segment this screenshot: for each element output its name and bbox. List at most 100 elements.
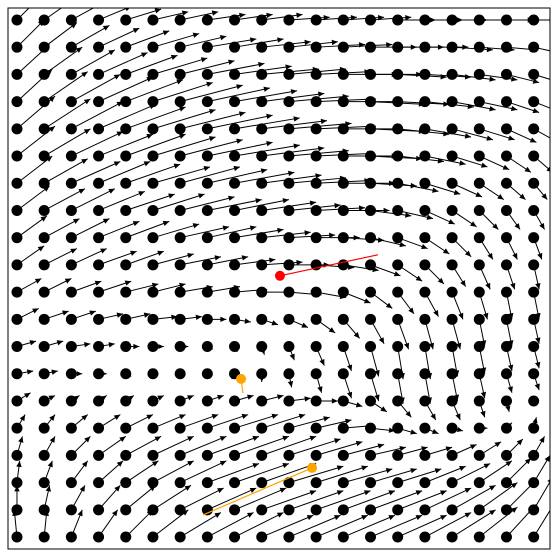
arrow-shaft <box>397 73 447 78</box>
arrow <box>424 427 439 435</box>
arrow <box>533 346 541 369</box>
arrow-shaft <box>261 120 328 130</box>
arrow-head <box>347 364 353 372</box>
arrow-head <box>143 312 151 318</box>
arrow <box>125 193 175 211</box>
arrow <box>125 133 186 157</box>
arrow-head <box>489 509 496 516</box>
arrow-head <box>331 39 338 46</box>
arrow-shaft <box>288 16 330 21</box>
arrow <box>261 200 317 211</box>
arrow-head <box>464 250 472 257</box>
arrow <box>152 136 216 157</box>
arrow-shaft <box>234 90 298 103</box>
arrow-shaft <box>98 220 140 239</box>
arrow <box>98 280 132 293</box>
arrow-head <box>236 138 243 144</box>
arrow-shaft <box>288 204 341 211</box>
arrow-head <box>445 446 453 452</box>
arrow-head <box>70 248 77 254</box>
arrow-head <box>195 314 202 321</box>
arrow <box>207 394 224 402</box>
arrow <box>234 64 292 75</box>
arrow-head <box>266 113 273 120</box>
arrow <box>506 128 537 143</box>
arrow <box>207 225 257 239</box>
arrow-head <box>64 278 72 284</box>
arrow-head <box>153 374 156 377</box>
arrow-head <box>516 439 523 446</box>
arrow-shaft <box>16 215 48 239</box>
arrow-head <box>184 344 189 349</box>
arrow-head <box>380 406 387 412</box>
arrow-shaft <box>152 33 200 48</box>
arrow-head <box>32 308 39 314</box>
arrow-shaft <box>152 223 200 239</box>
arrow-head <box>317 386 323 393</box>
arrow <box>370 264 401 277</box>
arrow-head <box>192 223 200 229</box>
arrow <box>98 190 145 211</box>
arrow <box>179 373 181 377</box>
arrow-head <box>65 1 71 7</box>
arrow-head <box>502 164 510 170</box>
arrow <box>316 69 371 75</box>
arrow-head <box>26 369 34 375</box>
arrow <box>44 310 69 320</box>
arrow-head <box>260 168 268 174</box>
arrow <box>234 12 273 21</box>
arrow <box>152 460 194 484</box>
arrow-head <box>116 101 124 107</box>
arrow <box>315 440 363 456</box>
arrow <box>152 223 200 239</box>
arrow-head <box>154 436 162 442</box>
arrow <box>43 460 53 483</box>
arrow <box>234 413 279 429</box>
arrow <box>152 165 211 184</box>
arrow <box>424 319 435 350</box>
arrow-head <box>323 416 330 422</box>
arrow <box>370 400 388 413</box>
arrow-head <box>510 507 518 513</box>
arrow-head <box>507 364 514 372</box>
arrow-head <box>277 37 284 43</box>
arrow-head <box>200 57 208 63</box>
arrow-head <box>176 79 183 85</box>
arrow <box>397 468 442 484</box>
arrow <box>207 512 254 538</box>
arrow <box>533 73 550 80</box>
arrow-head <box>38 19 45 27</box>
arrow-head <box>532 78 540 84</box>
arrow-head <box>440 515 447 521</box>
arrow <box>231 373 235 380</box>
arrow-shaft <box>397 101 450 105</box>
arrow <box>505 319 514 347</box>
arrow-shaft <box>179 435 227 456</box>
arrow <box>180 314 202 321</box>
arrow-head <box>81 460 88 468</box>
arrow-shaft <box>424 155 466 165</box>
arrow-head <box>239 12 246 19</box>
arrow <box>43 128 91 157</box>
arrow <box>288 232 336 239</box>
arrow <box>316 123 376 130</box>
arrow-shaft <box>424 101 474 108</box>
arrow-head <box>480 391 487 399</box>
arrow-head <box>410 468 417 474</box>
arrow-head <box>83 128 91 135</box>
arrow-shaft <box>316 71 371 75</box>
arrow <box>43 414 56 429</box>
arrow-shaft <box>43 158 88 184</box>
arrow <box>71 161 121 184</box>
arrow-head <box>252 463 260 469</box>
arrow-shaft <box>343 43 393 48</box>
arrow <box>452 73 496 82</box>
arrow-head <box>125 8 130 12</box>
arrow <box>152 435 194 456</box>
arrow-shaft <box>125 54 178 75</box>
arrow <box>179 414 219 429</box>
arrow <box>71 414 89 429</box>
arrow <box>506 264 516 290</box>
arrow-head <box>363 490 371 496</box>
